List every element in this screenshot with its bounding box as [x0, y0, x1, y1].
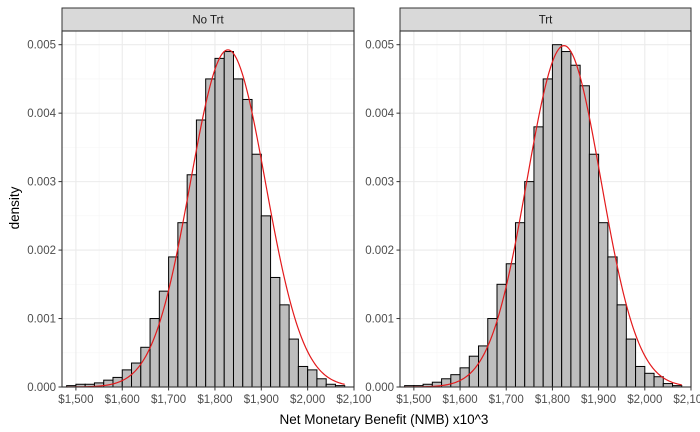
histogram-bar	[232, 78, 244, 388]
histogram-bar	[251, 153, 262, 388]
x-tick-label: $1,800	[197, 394, 232, 406]
y-tick-label: 0.001	[27, 314, 56, 326]
histogram-bar	[478, 345, 489, 388]
y-tick-label: 0.003	[27, 177, 56, 189]
histogram-bar	[270, 276, 281, 388]
y-axis-title: density	[7, 186, 22, 229]
histogram-bar	[625, 338, 637, 388]
histogram-bar	[524, 181, 535, 388]
histogram-bar	[588, 153, 600, 388]
histogram-bar	[598, 222, 609, 388]
histogram-bar	[579, 85, 590, 388]
histogram-bar	[487, 318, 498, 388]
histogram-bar	[307, 369, 318, 388]
y-tick-label: 0.004	[365, 108, 394, 120]
x-tick-label: $1,600	[105, 394, 140, 406]
density-curve	[66, 49, 345, 388]
histogram-bar	[168, 256, 179, 388]
histogram-bar	[223, 51, 234, 388]
histogram-bar	[140, 346, 151, 388]
histogram-bar	[297, 365, 309, 388]
histogram-bar	[316, 378, 327, 388]
x-tick-label: $2,000	[290, 394, 325, 406]
x-tick-label: $1,600	[442, 394, 477, 406]
x-axis: $1,500 $1,600 $1,700 $1,800 $1,900 $2,000 $2,1…	[396, 387, 700, 406]
x-tick-label: $1,800	[535, 394, 570, 406]
histogram-bar	[542, 78, 553, 388]
x-tick-label: $1,500	[58, 394, 93, 406]
histogram-bar	[186, 174, 197, 388]
x-tick-label: $2,000	[627, 394, 662, 406]
histogram-bar	[279, 304, 290, 388]
x-axis-title: Net Monetary Benefit (NMB) x10^3	[280, 412, 489, 427]
y-axis: 0.000 0.001 0.002 0.003 0.004 0.005	[27, 40, 62, 394]
histogram-bar	[616, 304, 627, 388]
histogram-bar	[533, 126, 544, 388]
y-tick-label: 0.005	[365, 40, 394, 52]
x-tick-label: $1,500	[396, 394, 431, 406]
histogram-bar	[468, 355, 480, 388]
histogram-bar	[242, 98, 253, 388]
facet-panel-no-trt: No Trt 0.000 0.001 0.002 0.003 0.004 0.005 $1,5…	[27, 7, 372, 406]
histogram-bar	[158, 290, 170, 388]
y-tick-label: 0.000	[365, 382, 394, 394]
x-tick-label: $1,900	[244, 394, 279, 406]
y-tick-label: 0.002	[27, 245, 56, 257]
y-tick-label: 0.003	[365, 177, 394, 189]
y-tick-label: 0.002	[365, 245, 394, 257]
y-axis: 0.000 0.001 0.002 0.003 0.004 0.005	[365, 40, 400, 394]
histogram-bar	[635, 365, 646, 388]
x-axis: $1,500 $1,600 $1,700 $1,800 $1,900 $2,000 $2,1…	[58, 387, 372, 406]
facet-strip-label: No Trt	[192, 15, 224, 27]
histogram-bar	[214, 57, 225, 388]
density-curve	[404, 44, 682, 388]
panel-border	[61, 30, 355, 388]
histogram-bar	[288, 338, 299, 388]
histogram-bar	[177, 222, 188, 388]
histogram-bar	[607, 256, 618, 388]
histogram-bar	[644, 372, 655, 388]
histogram-bar	[570, 64, 581, 388]
histogram-bar	[653, 376, 664, 388]
histogram-bar	[496, 283, 507, 388]
y-tick-label: 0.005	[27, 40, 56, 52]
x-tick-label: $2,100	[673, 394, 700, 406]
histogram-bar	[561, 51, 572, 388]
histogram-bars	[404, 44, 683, 388]
histogram-bar	[260, 215, 272, 388]
histogram-bar	[205, 78, 216, 388]
x-tick-label: $1,900	[581, 394, 616, 406]
x-tick-label: $2,100	[336, 394, 371, 406]
y-tick-label: 0.000	[27, 382, 56, 394]
x-tick-label: $1,700	[489, 394, 524, 406]
panel-border	[399, 30, 692, 388]
x-tick-label: $1,700	[151, 394, 186, 406]
histogram-bar	[514, 222, 526, 388]
facet-strip-label: Trt	[539, 15, 553, 27]
histogram-bar	[551, 44, 563, 388]
histogram-bar	[195, 119, 207, 388]
y-tick-label: 0.001	[365, 314, 394, 326]
y-tick-label: 0.004	[27, 108, 56, 120]
